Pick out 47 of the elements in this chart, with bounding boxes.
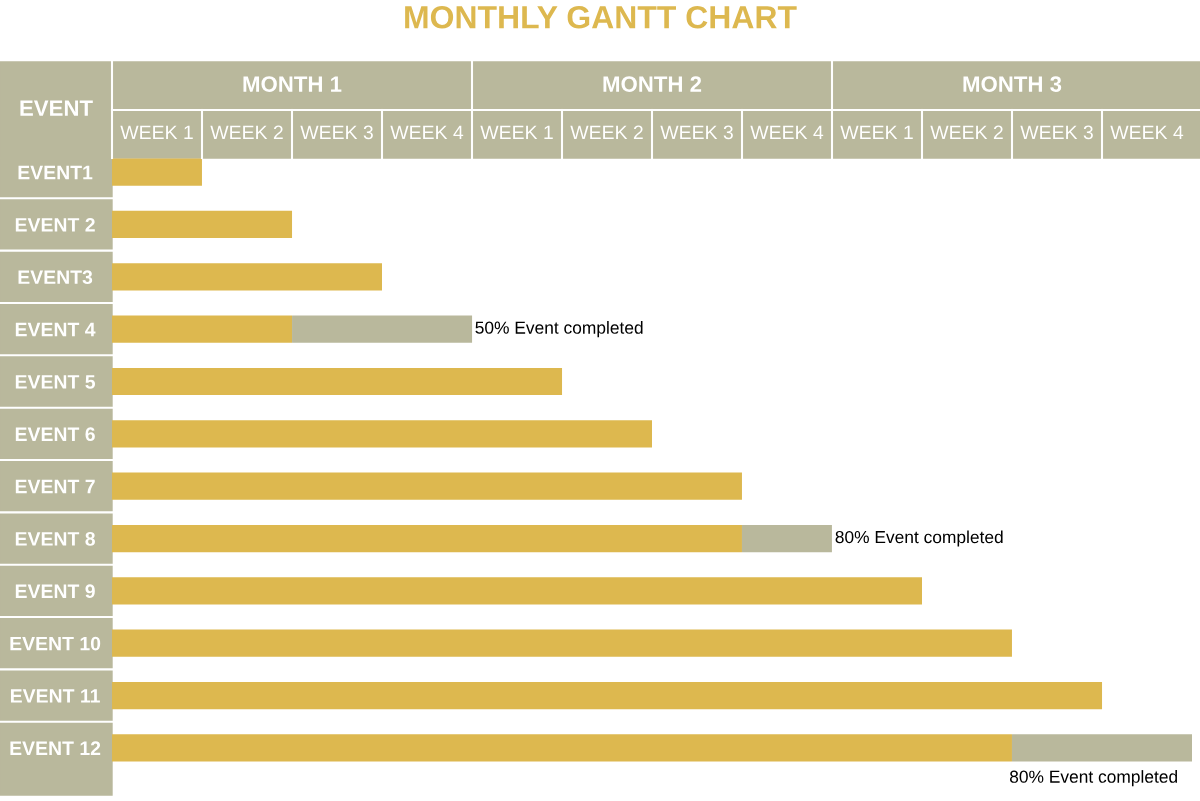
annotation: 80% Event completed: [835, 530, 1003, 547]
text: WEEK 4: [1110, 125, 1184, 140]
y-tick-label: EVENT 10: [10, 636, 101, 651]
bar: [741, 524, 832, 553]
bar: [112, 524, 742, 553]
y-tick-label: EVENT 4: [15, 322, 96, 337]
text: WEEK 4: [390, 125, 464, 140]
y-tick-label: EVENT 7: [15, 479, 95, 494]
y-tick-label: EVENT 6: [15, 427, 95, 442]
text: WEEK 2: [570, 125, 643, 140]
annotation: 80% Event completed: [1009, 770, 1177, 787]
text: WEEK 4: [750, 125, 824, 140]
text: MONTH 2: [603, 76, 702, 92]
bar: [292, 315, 473, 343]
y-tick-label: EVENT3: [18, 270, 93, 285]
bar: [112, 158, 202, 186]
bar: [112, 734, 1012, 762]
text: WEEK 2: [210, 125, 283, 140]
bar: [112, 210, 293, 239]
annotation: 50% Event completed: [475, 321, 643, 338]
bar: [1011, 734, 1192, 762]
text: WEEK 3: [660, 125, 733, 140]
bar: [112, 472, 742, 500]
bar: [112, 315, 293, 343]
text: WEEK 3: [300, 125, 373, 140]
y-tick-label: EVENT 12: [10, 741, 101, 755]
bar: [112, 681, 1103, 710]
bar: [112, 577, 922, 605]
bar: [112, 367, 563, 396]
y-tick-label: EVENT 5: [15, 375, 96, 389]
text: WEEK 3: [1020, 125, 1093, 140]
text: WEEK 2: [930, 125, 1003, 140]
text: MONTH 1: [243, 76, 342, 92]
y-tick-label: EVENT 9: [15, 584, 95, 599]
y-tick-label: EVENT1: [18, 165, 93, 180]
y-axis-title: EVENT: [20, 100, 93, 116]
bar: [112, 420, 652, 448]
y-tick-label: EVENT 2: [15, 217, 95, 232]
y-tick-label: EVENT 8: [15, 531, 95, 546]
y-tick-label: EVENT 11: [10, 689, 100, 703]
text: WEEK 1: [480, 125, 553, 140]
bar: [112, 629, 1012, 657]
bar: [112, 263, 382, 291]
text: WEEK 1: [120, 125, 193, 140]
text: WEEK 1: [840, 125, 913, 140]
text: MONTH 3: [963, 76, 1062, 92]
chart-title: MONTHLY GANTT CHART: [405, 5, 797, 29]
